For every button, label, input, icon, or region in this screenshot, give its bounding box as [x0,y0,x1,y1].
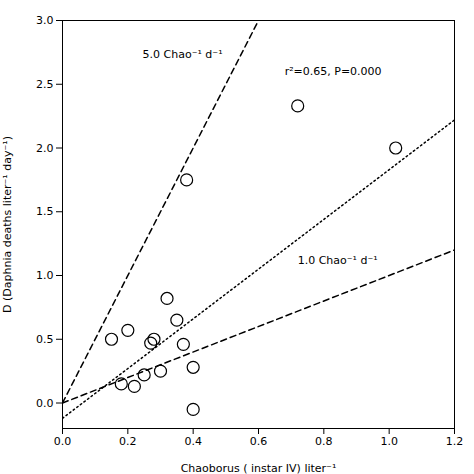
svg-text:1.0 Chao⁻¹ d⁻¹: 1.0 Chao⁻¹ d⁻¹ [298,254,378,267]
svg-text:0.0: 0.0 [36,397,54,410]
svg-text:D (Daphnia deaths liter⁻¹ day⁻: D (Daphnia deaths liter⁻¹ day⁻¹) [1,136,14,313]
svg-text:0.4: 0.4 [184,435,202,448]
svg-text:0.0: 0.0 [54,435,72,448]
svg-text:2.5: 2.5 [36,78,54,91]
svg-text:r²=0.65, P=0.000: r²=0.65, P=0.000 [285,65,382,78]
svg-text:2.0: 2.0 [36,142,54,155]
svg-text:0.6: 0.6 [250,435,268,448]
svg-text:1.0: 1.0 [36,269,54,282]
svg-text:0.8: 0.8 [315,435,333,448]
svg-text:0.2: 0.2 [119,435,137,448]
svg-text:1.5: 1.5 [36,205,54,218]
svg-text:Chaoborus ( instar IV) liter⁻¹: Chaoborus ( instar IV) liter⁻¹ [181,462,337,474]
svg-text:1.0: 1.0 [380,435,398,448]
svg-text:0.5: 0.5 [36,333,54,346]
svg-text:3.0: 3.0 [36,14,54,27]
svg-text:5.0 Chao⁻¹ d⁻¹: 5.0 Chao⁻¹ d⁻¹ [143,48,223,61]
svg-text:1.2: 1.2 [446,435,464,448]
